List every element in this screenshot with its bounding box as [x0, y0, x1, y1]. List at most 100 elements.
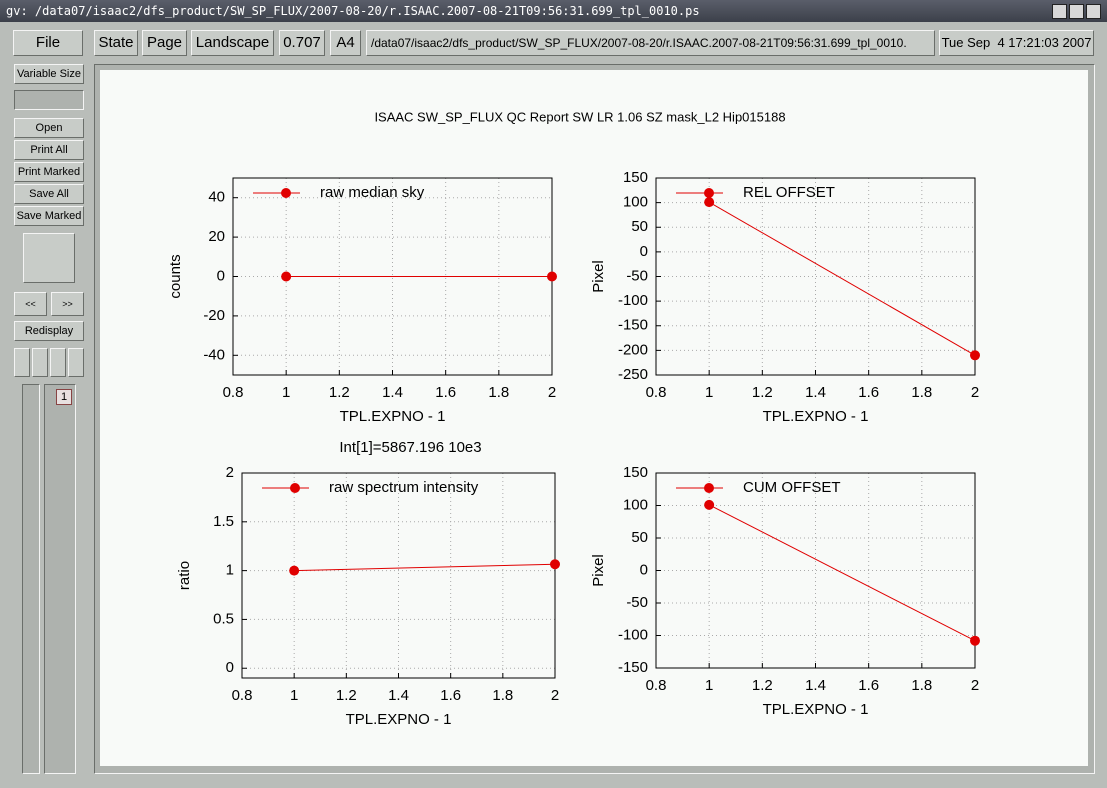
x-tick-label: 0.8: [646, 384, 667, 401]
y-tick-label: 20: [208, 228, 225, 245]
x-tick-label: 2: [551, 687, 559, 704]
y-tick-label: 0: [217, 267, 225, 284]
y-tick-label: -150: [618, 317, 648, 334]
document-title: ISAAC SW_SP_FLUX QC Report SW LR 1.06 SZ…: [374, 109, 785, 124]
x-tick-label: 1.4: [805, 677, 826, 694]
minimize[interactable]: [1052, 4, 1067, 19]
legend-label: REL OFFSET: [743, 184, 835, 201]
action-button[interactable]: Save Marked: [14, 206, 84, 226]
orientation-menu[interactable]: Landscape: [191, 30, 274, 56]
x-tick-label: 1.4: [388, 687, 409, 704]
mark-icon[interactable]: [32, 348, 48, 377]
y-tick-label: 150: [623, 464, 648, 481]
plot-frame: [241, 472, 556, 679]
redisplay-button[interactable]: Redisplay: [14, 321, 84, 341]
x-tick-label: 1.8: [911, 384, 932, 401]
x-tick-label: 1.8: [488, 384, 509, 401]
action-button[interactable]: Save All: [14, 184, 84, 204]
y-tick-label: -200: [618, 341, 648, 358]
window-title: gv: /data07/isaac2/dfs_product/SW_SP_FLU…: [0, 0, 1107, 22]
data-point: [281, 271, 292, 282]
y-tick-label: 2: [226, 464, 234, 481]
y-tick-label: -150: [618, 659, 648, 676]
file-date: Tue Sep 4 17:21:03 2007: [939, 30, 1094, 56]
legend-marker: [290, 483, 300, 493]
x-tick-label: 1.2: [752, 384, 773, 401]
y-tick-label: 1.5: [213, 513, 234, 530]
field: [14, 90, 84, 110]
page-number[interactable]: 1: [56, 389, 72, 405]
action-button[interactable]: Open: [14, 118, 84, 138]
y-tick-label: 1: [226, 562, 234, 579]
x-tick-label: 1.6: [858, 384, 879, 401]
y-tick-label: -50: [626, 594, 648, 611]
data-point: [547, 271, 557, 282]
file-menu[interactable]: File: [13, 30, 83, 56]
y-tick-label: -40: [203, 346, 225, 363]
variable-size-button[interactable]: Variable Size: [14, 64, 84, 84]
data-point: [289, 565, 300, 576]
x-tick-label: 1.8: [492, 687, 513, 704]
legend-marker: [281, 188, 291, 198]
panner[interactable]: [23, 233, 75, 283]
x-axis-label: TPL.EXPNO - 1: [346, 711, 452, 728]
y-axis-label: ratio: [176, 561, 193, 590]
data-point: [704, 197, 715, 208]
action-button[interactable]: Print Marked: [14, 162, 84, 182]
series-line: [294, 563, 556, 572]
prev-button[interactable]: <<: [14, 292, 47, 316]
x-tick-label: 1.6: [440, 687, 461, 704]
y-tick-label: 40: [208, 189, 225, 206]
x-tick-label: 1.6: [858, 677, 879, 694]
y-tick-label: -100: [618, 292, 648, 309]
x-tick-label: 2: [971, 677, 979, 694]
mark-icon[interactable]: [68, 348, 84, 377]
legend-marker: [704, 188, 714, 198]
x-tick-label: 1.4: [805, 384, 826, 401]
chart-title: Int[1]=5867.196 10e3: [339, 439, 481, 456]
x-tick-label: 1.4: [382, 384, 403, 401]
page-list[interactable]: [44, 384, 76, 774]
y-tick-label: -20: [203, 307, 225, 324]
action-button[interactable]: Print All: [14, 140, 84, 160]
page-menu[interactable]: Page: [142, 30, 187, 56]
filename: /data07/isaac2/dfs_product/SW_SP_FLUX/20…: [366, 30, 935, 56]
x-tick-label: 1.2: [329, 384, 350, 401]
data-point: [970, 350, 980, 361]
x-axis-label: TPL.EXPNO - 1: [763, 701, 869, 718]
data-point: [550, 559, 560, 570]
data-point: [970, 635, 980, 646]
series-line: [708, 504, 976, 642]
maximize[interactable]: [1069, 4, 1084, 19]
legend-marker: [704, 483, 714, 493]
next-button[interactable]: >>: [51, 292, 84, 316]
y-axis-label: Pixel: [590, 260, 607, 293]
scrollbar[interactable]: [22, 384, 40, 774]
y-tick-label: 100: [623, 496, 648, 513]
mark-icon[interactable]: [14, 348, 30, 377]
y-tick-label: 150: [623, 169, 648, 186]
y-tick-label: -100: [618, 626, 648, 643]
y-axis-label: counts: [167, 254, 184, 298]
x-axis-label: TPL.EXPNO - 1: [763, 408, 869, 425]
x-tick-label: 1.6: [435, 384, 456, 401]
y-tick-label: -250: [618, 366, 648, 383]
scale-menu[interactable]: 0.707: [279, 30, 325, 56]
x-tick-label: 0.8: [232, 687, 253, 704]
y-tick-label: 0: [640, 561, 648, 578]
mark-icon[interactable]: [50, 348, 66, 377]
plot-frame: [655, 472, 976, 669]
x-tick-label: 0.8: [646, 677, 667, 694]
x-tick-label: 1.8: [911, 677, 932, 694]
x-tick-label: 1.2: [336, 687, 357, 704]
x-tick-label: 1: [705, 384, 713, 401]
y-tick-label: -50: [626, 267, 648, 284]
state-menu[interactable]: State: [94, 30, 138, 56]
x-tick-label: 1: [705, 677, 713, 694]
document: ISAAC SW_SP_FLUX QC Report SW LR 1.06 SZ…: [100, 70, 1088, 766]
y-tick-label: 0.5: [213, 610, 234, 627]
media-menu[interactable]: A4: [330, 30, 361, 56]
close[interactable]: [1086, 4, 1101, 19]
y-tick-label: 0: [640, 243, 648, 260]
